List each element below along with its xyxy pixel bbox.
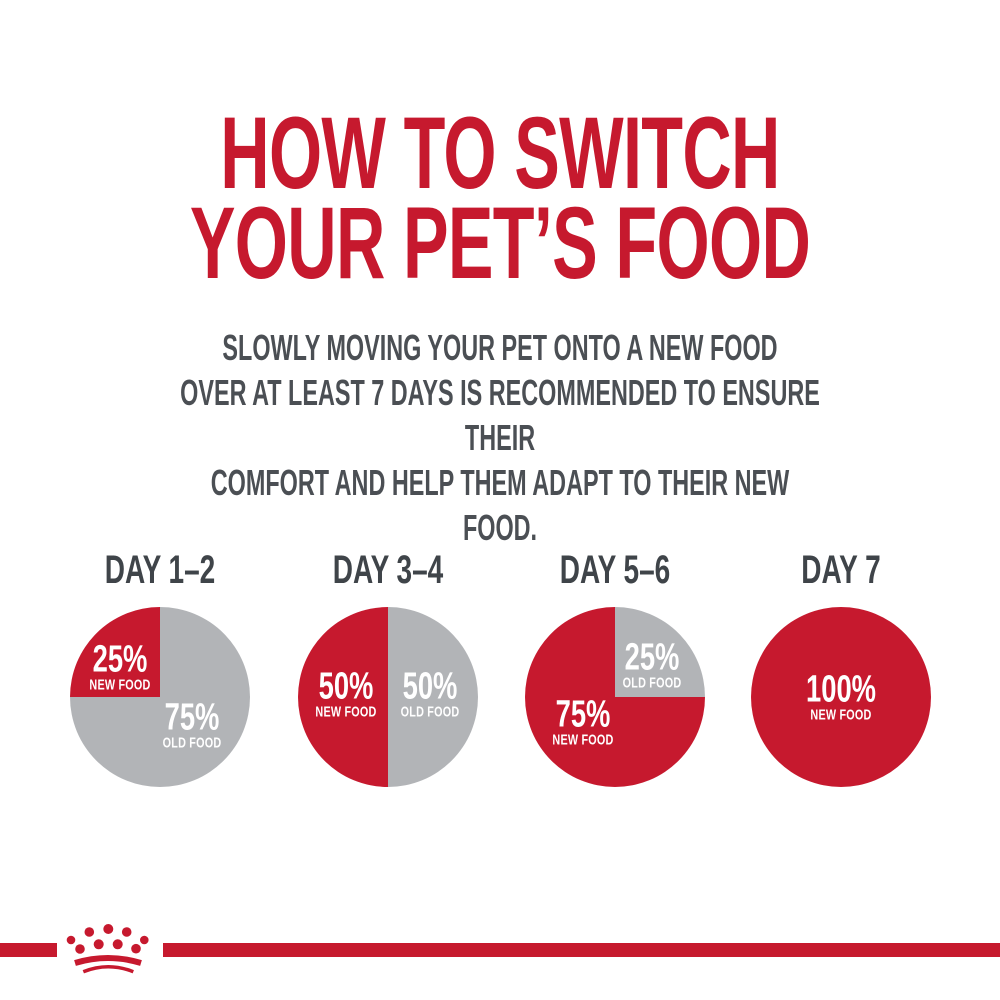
pie-chart-day-1-2: 25% NEW FOOD 75% OLD FOOD: [70, 607, 250, 787]
crown-icon: [66, 924, 149, 974]
pie-chart-day-7: 100% NEW FOOD: [751, 607, 931, 787]
page-title: HOW TO SWITCH YOUR PET’S FOOD: [189, 96, 811, 300]
pie-chart-day-5-6: 25% OLD FOOD 75% NEW FOOD: [525, 607, 705, 787]
royal-canin-crown-logo: [57, 912, 163, 990]
day-3-4-heading: DAY 3–4: [332, 548, 444, 592]
day-7-heading: DAY 7: [801, 548, 881, 592]
slice-name: NEW FOOD: [315, 703, 377, 721]
slice-percent: 75%: [555, 693, 611, 736]
day-7-section: DAY 7 100% NEW FOOD: [731, 550, 951, 812]
slice-name: OLD FOOD: [622, 674, 682, 692]
slice-percent: 100%: [806, 668, 876, 711]
slice-name: NEW FOOD: [810, 706, 872, 724]
day-1-2-heading: DAY 1–2: [104, 548, 216, 592]
pie-label-old-food: 50% OLD FOOD: [400, 665, 460, 721]
pie-label-new-food: 100% NEW FOOD: [806, 668, 876, 724]
pie-label-old-food: 75% OLD FOOD: [162, 696, 222, 752]
subtitle: SLOWLY MOVING YOUR PET ONTO A NEW FOOD O…: [180, 327, 820, 548]
slice-name: OLD FOOD: [400, 703, 460, 721]
day-1-2-section: DAY 1–2 25% NEW FOOD 75% OLD FOOD: [50, 550, 270, 812]
pie-label-new-food: 75% NEW FOOD: [552, 693, 614, 749]
slice-percent: 25%: [624, 636, 680, 679]
slice-percent: 50%: [318, 665, 374, 708]
pie-label-new-food: 25% NEW FOOD: [89, 638, 151, 694]
footer-rule: [0, 943, 1000, 957]
day-5-6-section: DAY 5–6 25% OLD FOOD 75% NEW FOOD: [505, 550, 725, 812]
slice-percent: 50%: [402, 665, 458, 708]
slice-percent: 75%: [164, 696, 220, 739]
slice-name: NEW FOOD: [552, 731, 614, 749]
slice-name: NEW FOOD: [89, 676, 151, 694]
pie-chart-day-3-4: 50% NEW FOOD 50% OLD FOOD: [298, 607, 478, 787]
pie-label-new-food: 50% NEW FOOD: [315, 665, 377, 721]
day-3-4-section: DAY 3–4 50% NEW FOOD 50% OLD FOOD: [278, 550, 498, 812]
slice-name: OLD FOOD: [162, 734, 222, 752]
pie-label-old-food: 25% OLD FOOD: [622, 636, 682, 692]
slice-percent: 25%: [92, 638, 148, 681]
day-5-6-heading: DAY 5–6: [559, 548, 671, 592]
